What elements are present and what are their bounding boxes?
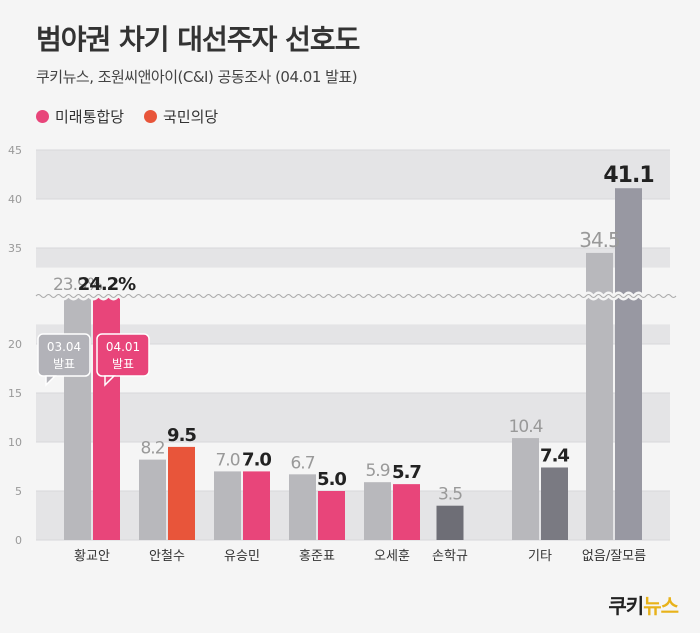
legend-item-mirae: 미래통합당 — [36, 106, 124, 127]
value-label-curr: 7.0 — [242, 449, 271, 470]
x-tick-label: 유승민 — [224, 549, 260, 564]
bar-curr — [393, 484, 420, 540]
callout-curr-box — [96, 333, 150, 377]
value-label-prev: 6.7 — [290, 453, 314, 473]
legend-item-kukmin: 국민의당 — [144, 106, 218, 127]
brand-logo: 쿠키뉴스 — [608, 590, 679, 619]
y-tick-label: 15 — [8, 387, 22, 400]
x-tick-label: 손학규 — [432, 549, 468, 564]
callout-curr-tail — [104, 375, 116, 387]
bar-curr — [318, 491, 345, 540]
y-tick-label: 45 — [8, 144, 22, 157]
y-tick-label: 5 — [15, 485, 22, 498]
value-label-prev: 23.9% — [53, 275, 103, 295]
bar-prev — [139, 459, 166, 540]
value-label-prev: 34.5 — [579, 228, 620, 252]
y-tick-label: 40 — [8, 193, 22, 206]
x-tick-label: 홍준표 — [299, 549, 335, 564]
brand-logo-main: 쿠키 — [608, 594, 644, 618]
y-tick-label: 0 — [15, 534, 22, 547]
bar-solo — [436, 505, 464, 540]
x-tick-label: 안철수 — [149, 549, 185, 564]
value-label-curr: 9.5 — [167, 425, 196, 446]
bar-prev — [214, 471, 241, 540]
bar-prev — [64, 296, 91, 540]
y-tick-label: 20 — [8, 338, 22, 351]
callout-prev-text: 발표 — [53, 357, 75, 371]
legend: 미래통합당 국민의당 — [36, 106, 218, 127]
legend-dot-kukmin — [144, 110, 158, 123]
grid-band — [36, 324, 670, 344]
value-label-curr: 24.2% — [78, 274, 136, 295]
bar-curr — [243, 471, 270, 540]
x-tick-label: 황교안 — [74, 549, 110, 564]
callout-prev-tail — [45, 375, 57, 387]
chart-title: 범야권 차기 대선주자 선호도 — [36, 23, 360, 56]
bar-prev — [512, 438, 539, 540]
value-label-curr: 5.7 — [392, 462, 421, 483]
y-tick-label: 35 — [8, 242, 22, 255]
legend-label-mirae: 미래통합당 — [55, 108, 125, 126]
brand-logo-accent: 뉴스 — [643, 594, 679, 618]
callout-curr-date: 04.01 — [106, 340, 140, 354]
value-label-curr: 7.4 — [540, 445, 569, 466]
grid-band — [36, 248, 670, 268]
bar-curr — [615, 188, 642, 540]
value-label-prev: 5.9 — [365, 461, 389, 481]
y-tick-label: 10 — [8, 436, 22, 449]
x-tick-label: 없음/잘모름 — [582, 549, 646, 564]
bar-curr — [93, 296, 120, 540]
callout-curr-text: 발표 — [112, 357, 134, 371]
value-label-curr: 41.1 — [603, 163, 653, 188]
bar-prev — [289, 474, 316, 540]
callout-prev-date: 03.04 — [47, 340, 81, 354]
legend-label-kukmin: 국민의당 — [163, 108, 219, 126]
value-label-prev: 10.4 — [509, 417, 543, 437]
value-label-prev: 7.0 — [215, 450, 239, 470]
axis-break-line — [35, 294, 677, 298]
bar-prev — [364, 482, 391, 540]
bar-prev — [586, 252, 613, 540]
grid-band — [36, 393, 670, 442]
legend-dot-mirae — [36, 110, 49, 123]
bar-curr — [541, 467, 568, 540]
x-tick-label: 오세훈 — [374, 549, 410, 564]
grid-band — [36, 491, 670, 540]
chart-subtitle: 쿠키뉴스, 조원씨앤아이(C&I) 공동조사 (04.01 발표) — [36, 68, 358, 86]
grid-band — [36, 150, 670, 199]
value-label-curr: 5.0 — [317, 469, 346, 490]
x-tick-label: 기타 — [528, 549, 552, 564]
value-label-prev: 8.2 — [140, 439, 164, 459]
value-label-solo: 3.5 — [438, 485, 462, 505]
bar-curr — [168, 446, 195, 540]
callout-prev-box — [37, 333, 91, 377]
